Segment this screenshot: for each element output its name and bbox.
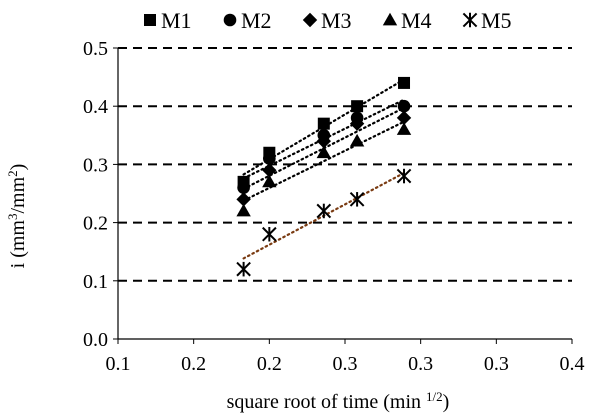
point-m2 [397, 99, 411, 113]
x-tick-label: 0.3 [333, 353, 358, 375]
point-m4 [349, 133, 365, 147]
legend-label-m1: M1 [161, 8, 192, 33]
point-m5 [262, 226, 277, 242]
y-tick-label: 0.2 [83, 213, 108, 235]
point-m5 [316, 203, 332, 219]
point-m1 [351, 100, 364, 113]
point-m2 [263, 152, 276, 165]
legend-label-m5: M5 [481, 8, 512, 33]
point-m3 [316, 133, 332, 149]
point-m3 [236, 192, 251, 207]
legend-marker-m4 [382, 12, 398, 26]
point-m4 [396, 122, 412, 135]
trendline-m4 [242, 120, 406, 202]
legend: M1 M2 M3 M4 M5 [144, 8, 512, 33]
point-m1 [317, 117, 330, 130]
x-axis-title: square root of time (min 1/2) [227, 389, 450, 414]
point-m3 [262, 163, 277, 178]
legend-label-m3: M3 [321, 8, 352, 33]
y-axis-title: i (mm3/mm2) [5, 164, 30, 269]
axes [113, 47, 573, 344]
x-tick-label: 0.2 [257, 353, 282, 375]
x-tick-label: 0.3 [484, 353, 509, 375]
tick-labels: 0.00.10.20.30.40.50.1 0.2 0.2 0.3 0.3 0.3 0.4 [83, 38, 585, 375]
point-m4 [236, 203, 251, 217]
data-points [236, 76, 412, 277]
x-tick-label: 0.2 [181, 353, 206, 375]
point-m2 [237, 181, 250, 194]
legend-marker-m2 [223, 13, 237, 27]
y-tick-label: 0.1 [83, 271, 108, 293]
y-tick-label: 0.3 [83, 154, 108, 176]
legend-marker-m3 [302, 12, 318, 28]
point-m5 [349, 192, 365, 207]
y-tick-label: 0.4 [83, 96, 108, 118]
point-m3 [396, 110, 412, 126]
x-tick-label: 0.1 [106, 353, 131, 375]
y-tick-label: 0.0 [83, 329, 108, 351]
legend-marker-m1 [144, 14, 156, 26]
legend-label-m2: M2 [241, 8, 272, 33]
point-m1 [398, 76, 411, 89]
grid-lines [118, 47, 572, 282]
x-tick-label: 0.4 [560, 353, 585, 375]
point-m5 [396, 168, 412, 184]
point-m4 [316, 145, 332, 159]
point-m4 [262, 174, 277, 188]
point-m3 [349, 116, 365, 131]
point-m5 [236, 261, 251, 277]
legend-label-m4: M4 [401, 8, 432, 33]
y-tick-label: 0.5 [83, 38, 108, 60]
x-tick-label: 0.3 [408, 353, 433, 375]
legend-marker-m5 [462, 12, 478, 28]
